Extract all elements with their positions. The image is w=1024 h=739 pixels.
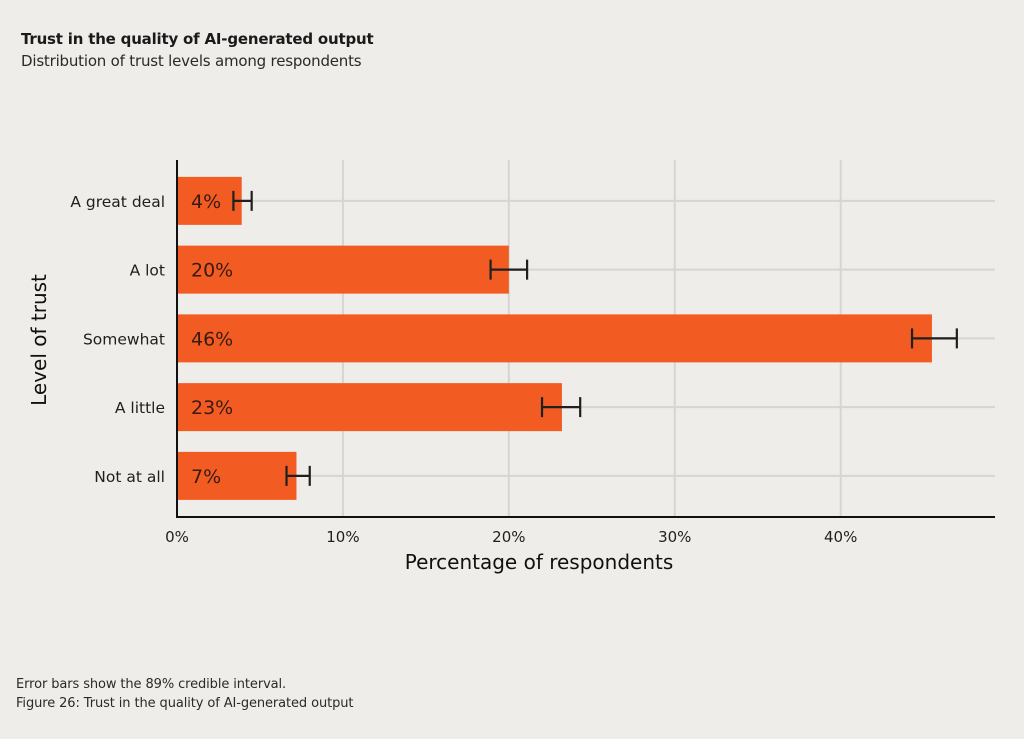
axis-layer: 0% 10% 20% 30% 40% A great deal A lot Somewhat A… [70, 160, 995, 546]
category-label: A great deal [70, 193, 165, 211]
chart-title: Trust in the quality of AI-generated out… [21, 30, 374, 48]
bar-layer: 4% 20% 46% 23% 7% [177, 176, 958, 500]
data-label: 23% [191, 397, 233, 419]
bar [177, 383, 562, 432]
data-label: 46% [191, 328, 233, 350]
x-tick-label: 30% [658, 528, 691, 546]
category-label: A little [115, 399, 165, 417]
x-tick-label: 20% [492, 528, 525, 546]
figure-caption: Figure 26: Trust in the quality of AI-ge… [16, 696, 354, 711]
error-bar [489, 259, 529, 280]
x-tick-label: 10% [326, 528, 359, 546]
error-bar-note: Error bars show the 89% credible interva… [16, 677, 287, 692]
bar [177, 176, 242, 225]
category-label: Not at all [94, 468, 165, 486]
data-label: 20% [191, 260, 233, 282]
x-tick-label: 0% [165, 528, 189, 546]
category-label: A lot [130, 262, 165, 280]
bar [177, 451, 297, 500]
error-bar [910, 328, 958, 349]
data-label: 7% [191, 466, 221, 488]
bar [177, 314, 932, 363]
bar [177, 245, 509, 294]
chart-subtitle: Distribution of trust levels among respo… [21, 52, 362, 70]
x-axis-title: Percentage of respondents [405, 550, 674, 574]
category-label: Somewhat [83, 330, 165, 348]
error-bar [232, 190, 253, 211]
data-label: 4% [191, 191, 221, 213]
x-tick-label: 40% [824, 528, 857, 546]
error-bar [540, 397, 582, 418]
y-axis-title: Level of trust [27, 274, 51, 406]
error-bar [285, 465, 311, 486]
